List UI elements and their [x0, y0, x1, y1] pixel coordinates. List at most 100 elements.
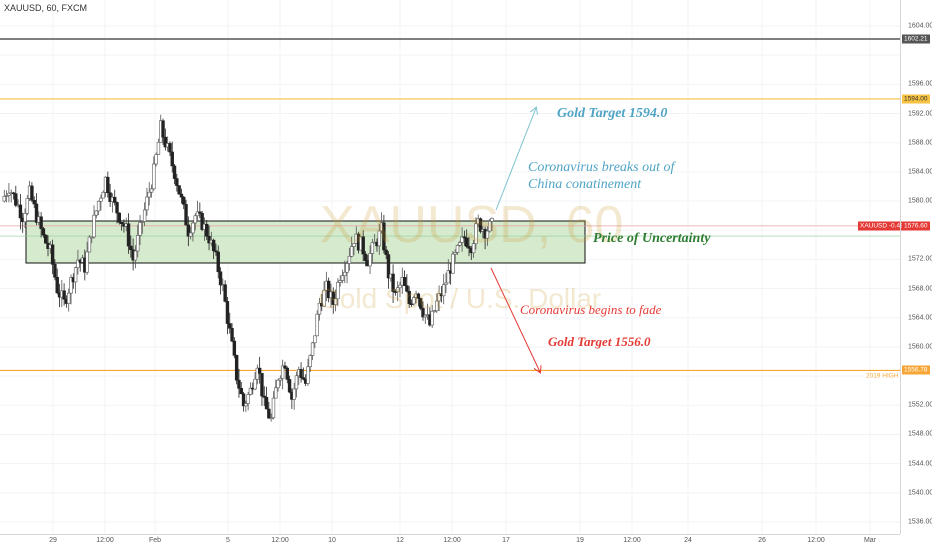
- candle-body: [67, 292, 71, 304]
- candle-body: [421, 308, 425, 318]
- candle-body: [218, 271, 223, 286]
- candle-body: [241, 393, 246, 407]
- time-tick: 19: [576, 537, 584, 544]
- candle-body: [287, 379, 292, 393]
- candle-body: [343, 271, 347, 277]
- price-tick: 1592.00: [908, 110, 932, 118]
- time-tick: 12:00: [623, 537, 641, 544]
- annotation-gold-target-down[interactable]: Gold Target 1556.0: [548, 334, 651, 349]
- candle-body: [490, 217, 494, 222]
- candle-body: [283, 365, 287, 369]
- down-arrow[interactable]: [490, 267, 540, 372]
- candle-body: [92, 214, 96, 238]
- time-tick: 12:00: [96, 537, 114, 544]
- price-tick: 1540.00: [908, 489, 932, 497]
- candle-body: [299, 369, 303, 378]
- candle-body: [244, 403, 248, 407]
- candle-body: [464, 237, 469, 247]
- candle-body: [467, 246, 471, 249]
- price-tick: 1552.00: [908, 401, 932, 409]
- annotation-breakout-line2[interactable]: China conatinement: [528, 177, 642, 192]
- candle-body: [186, 224, 191, 237]
- candle-body: [331, 291, 335, 305]
- annotation-price-of-uncertainty[interactable]: Price of Uncertainty: [593, 231, 711, 246]
- candle-body: [73, 267, 78, 283]
- candle-body: [214, 250, 218, 253]
- candle-body: [11, 192, 16, 195]
- candle-body: [230, 327, 234, 342]
- candle-body: [274, 387, 278, 399]
- time-tick: 12:00: [807, 537, 825, 544]
- candle-body: [313, 335, 317, 344]
- candle-body: [363, 253, 368, 261]
- annotation-fade[interactable]: Coronavirus begins to fade: [520, 302, 662, 317]
- candle-body: [310, 342, 315, 356]
- candle-body: [172, 165, 177, 179]
- candle-body: [85, 251, 89, 273]
- annotation-breakout-line1[interactable]: Coronavirus breaks out of: [528, 160, 675, 175]
- candle-body: [446, 270, 450, 284]
- candle-body: [349, 246, 354, 257]
- price-axis[interactable]: 1604.00 1596.00 1592.00 1588.00 1584.00 1580.…: [900, 0, 932, 534]
- candle-body: [44, 234, 48, 244]
- candle-body: [262, 395, 266, 398]
- candle-body: [393, 291, 398, 293]
- time-tick: 29: [49, 537, 57, 544]
- candle-body: [485, 230, 490, 239]
- candle-body: [402, 276, 407, 286]
- annotation-gold-target-up[interactable]: Gold Target 1594.0: [557, 106, 668, 121]
- candle-body: [462, 236, 467, 239]
- candle-body: [147, 191, 151, 198]
- candle-body: [18, 204, 23, 219]
- candle-body: [317, 302, 322, 315]
- candle-body: [94, 210, 99, 216]
- candle-body: [412, 297, 416, 305]
- candle-body: [361, 236, 365, 255]
- price-tick: 1604.00: [908, 22, 932, 30]
- candle-body: [228, 323, 232, 329]
- candle-body: [140, 221, 145, 223]
- candle-body: [115, 202, 119, 214]
- candle-body: [106, 176, 110, 194]
- time-tick: Feb: [148, 537, 162, 544]
- candle-body: [384, 249, 388, 255]
- price-tick: 1596.00: [908, 80, 932, 88]
- price-tick: 1560.00: [908, 343, 932, 351]
- candle-body: [301, 377, 306, 380]
- candle-body: [234, 354, 239, 381]
- time-axis[interactable]: 29 12:00 Feb 5 12:00 10 12 12:00 17 19 12:00 24 26 12…: [0, 534, 900, 550]
- candle-body: [7, 192, 11, 196]
- candle-body: [306, 366, 310, 384]
- watermark-symbol: XAUUSD, 60: [320, 196, 624, 254]
- candle-body: [23, 213, 27, 223]
- time-tick: 12:00: [271, 537, 289, 544]
- candle-body: [347, 255, 352, 264]
- candle-body: [278, 378, 283, 381]
- candle-body: [487, 221, 492, 232]
- price-tick: 1548.00: [908, 430, 932, 438]
- candle-body: [294, 375, 299, 390]
- candle-body: [211, 239, 216, 252]
- candle-body: [175, 178, 179, 186]
- up-arrow[interactable]: [495, 108, 536, 211]
- time-tick: 12:00: [443, 537, 461, 544]
- price-tick: 1564.00: [908, 314, 932, 322]
- candle-body: [451, 253, 455, 274]
- chart-area[interactable]: XAUUSD, 60 Gold Spot / U.S. Dollar XAUUS…: [0, 0, 912, 534]
- candle-body: [398, 284, 402, 289]
- candle-body: [435, 300, 439, 312]
- candle-body: [152, 163, 156, 190]
- candle-body: [14, 193, 18, 206]
- candle-body: [188, 232, 193, 237]
- candle-body: [338, 280, 342, 283]
- candle-body: [423, 314, 427, 318]
- symbol-header: XAUUSD, 60, FXCM: [4, 3, 88, 13]
- price-tick: 1584.00: [908, 168, 932, 176]
- candle-body: [30, 185, 34, 201]
- candle-body: [179, 193, 184, 198]
- candle-body: [391, 273, 395, 292]
- candle-body: [96, 200, 101, 212]
- candle-body: [267, 408, 271, 419]
- grid: [0, 0, 900, 534]
- candle-body: [453, 252, 457, 255]
